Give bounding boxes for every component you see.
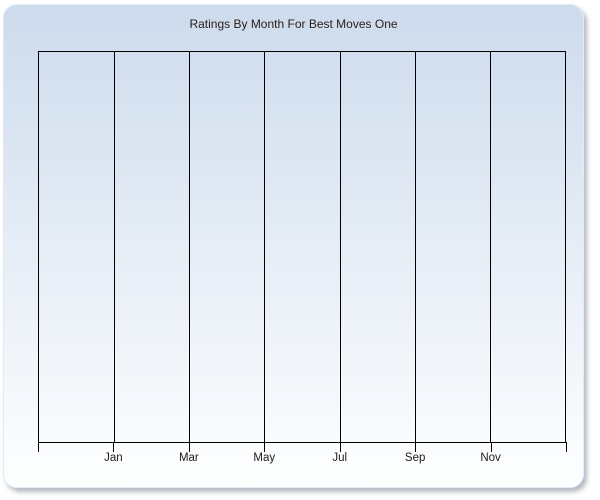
vertical-gridline (114, 52, 116, 442)
x-axis-tick-label: Jul (332, 452, 348, 464)
vertical-gridline (264, 52, 266, 442)
plot-area (38, 51, 566, 443)
chart-panel: Ratings By Month For Best Moves One Jan M… (3, 4, 584, 488)
vertical-gridline (489, 52, 491, 442)
x-axis-tick (264, 442, 266, 452)
x-axis-tick (415, 442, 417, 452)
vertical-gridline (189, 52, 191, 442)
x-axis-tick-label: Jan (104, 452, 123, 464)
x-axis-tick (566, 442, 567, 452)
x-axis-tick-label: Nov (480, 452, 501, 464)
x-axis-tick-label: Sep (404, 452, 426, 464)
x-axis-tick-label: Mar (178, 452, 199, 464)
chart-title: Ratings By Month For Best Moves One (189, 17, 398, 31)
x-axis-labels: Jan Mar May Jul Sep Nov (38, 451, 566, 467)
vertical-gridline (414, 52, 416, 442)
vertical-gridline (339, 52, 341, 442)
x-axis-ticks (38, 442, 567, 452)
x-axis-tick-label: May (253, 452, 276, 464)
x-axis-tick (490, 442, 492, 452)
x-axis-tick (113, 442, 115, 452)
x-axis-tick (188, 442, 190, 452)
x-axis-tick (38, 442, 39, 452)
x-axis-tick (339, 442, 341, 452)
